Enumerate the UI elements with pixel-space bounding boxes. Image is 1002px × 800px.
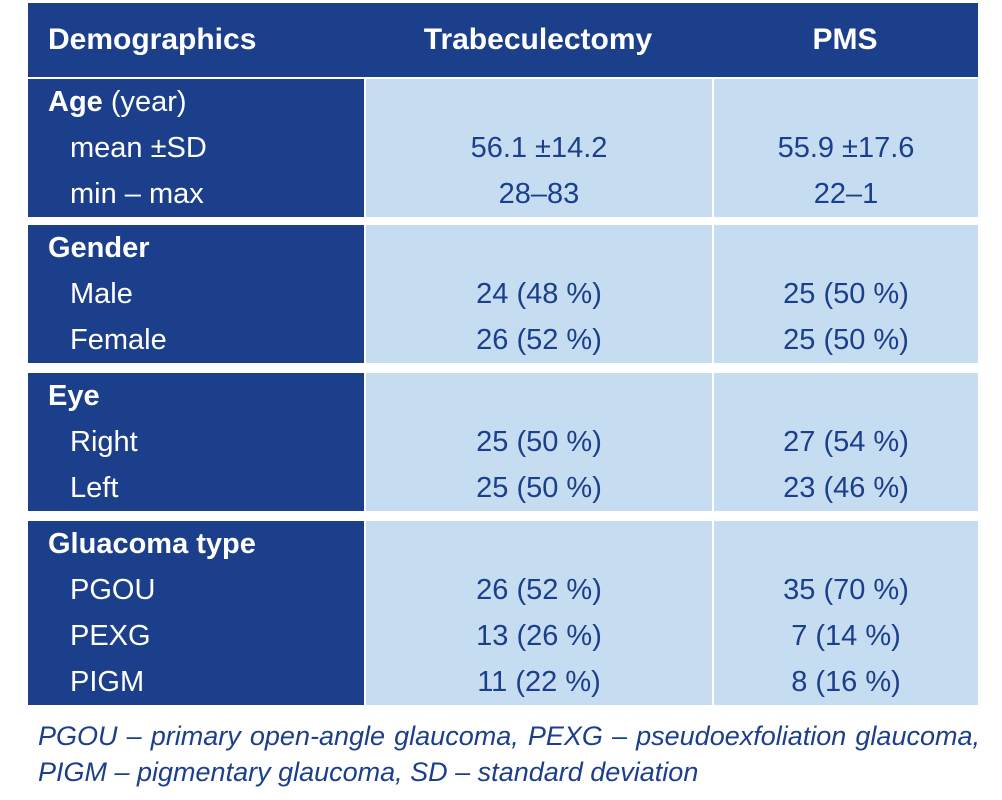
trab-value: 56.1 ±14.2: [470, 132, 608, 164]
trab-value: 25 (50 %): [476, 472, 602, 504]
trab-value: 24 (48 %): [476, 278, 602, 310]
pms-cell: 27 (54 %) 23 (46 %): [714, 373, 978, 511]
row-label: Male: [70, 278, 133, 310]
group-label-cell: Age (year) mean ±SD min – max: [28, 79, 364, 217]
group-title: Eye: [48, 380, 100, 412]
group-title: Gluacoma type: [48, 528, 256, 560]
row-label: PGOU: [70, 574, 156, 606]
pms-cell: 35 (70 %) 7 (14 %) 8 (16 %): [714, 521, 978, 705]
trab-value: 26 (52 %): [476, 324, 602, 356]
header-pms: PMS: [812, 23, 878, 56]
group-title: Gender: [48, 232, 150, 264]
pms-value: 8 (16 %): [791, 666, 901, 698]
pms-value: 25 (50 %): [783, 278, 909, 310]
row-label: min – max: [70, 178, 204, 210]
row-label: Left: [70, 472, 119, 504]
trabeculectomy-cell: 56.1 ±14.2 28–83: [366, 79, 712, 217]
table-footnote: PGOU – primary open-angle glaucoma, PEXG…: [38, 721, 980, 787]
row-label: mean ±SD: [70, 132, 207, 164]
group-title: Age: [48, 86, 103, 118]
pms-cell: 55.9 ±17.6 22–1: [714, 79, 978, 217]
pms-value: 25 (50 %): [783, 324, 909, 356]
header-demographics: Demographics: [48, 23, 257, 56]
demographics-table: Demographics Trabeculectomy PMS Age (yea…: [26, 0, 980, 710]
trab-value: 28–83: [498, 178, 580, 210]
row-label: PIGM: [70, 666, 145, 698]
group-eye: Eye Right Left 25 (50 %) 25 (50 %) 27 (5…: [28, 373, 978, 511]
trab-value: 26 (52 %): [476, 574, 602, 606]
trab-value: 25 (50 %): [476, 426, 602, 458]
trabeculectomy-cell: 24 (48 %) 26 (52 %): [366, 225, 712, 363]
trab-value: 11 (22 %): [477, 666, 601, 698]
row-label: Female: [70, 324, 167, 356]
row-label: Right: [70, 426, 138, 458]
group-label-cell: Gluacoma type PGOU PEXG PIGM: [28, 521, 364, 705]
group-label-cell: Gender Male Female: [28, 225, 364, 363]
group-unit: (year): [110, 86, 187, 118]
pms-value: 27 (54 %): [783, 426, 909, 458]
trabeculectomy-cell: 25 (50 %) 25 (50 %): [366, 373, 712, 511]
pms-cell: 25 (50 %) 25 (50 %): [714, 225, 978, 363]
group-gender: Gender Male Female 24 (48 %) 26 (52 %) 2…: [28, 225, 978, 363]
header-trabeculectomy: Trabeculectomy: [423, 23, 653, 56]
pms-value: 22–1: [813, 178, 879, 210]
row-label: PEXG: [70, 620, 151, 652]
group-glaucoma-type: Gluacoma type PGOU PEXG PIGM 26 (52 %) 1…: [28, 521, 978, 705]
pms-value: 35 (70 %): [783, 574, 909, 606]
pms-value: 7 (14 %): [791, 620, 901, 652]
pms-value: 55.9 ±17.6: [777, 132, 915, 164]
trab-value: 13 (26 %): [476, 620, 602, 652]
pms-value: 23 (46 %): [783, 472, 909, 504]
trabeculectomy-cell: 26 (52 %) 13 (26 %) 11 (22 %): [366, 521, 712, 705]
table-header-row: Demographics Trabeculectomy PMS: [28, 3, 978, 77]
group-label-cell: Eye Right Left: [28, 373, 364, 511]
group-age: Age (year) mean ±SD min – max 56.1 ±14.2…: [28, 79, 978, 217]
